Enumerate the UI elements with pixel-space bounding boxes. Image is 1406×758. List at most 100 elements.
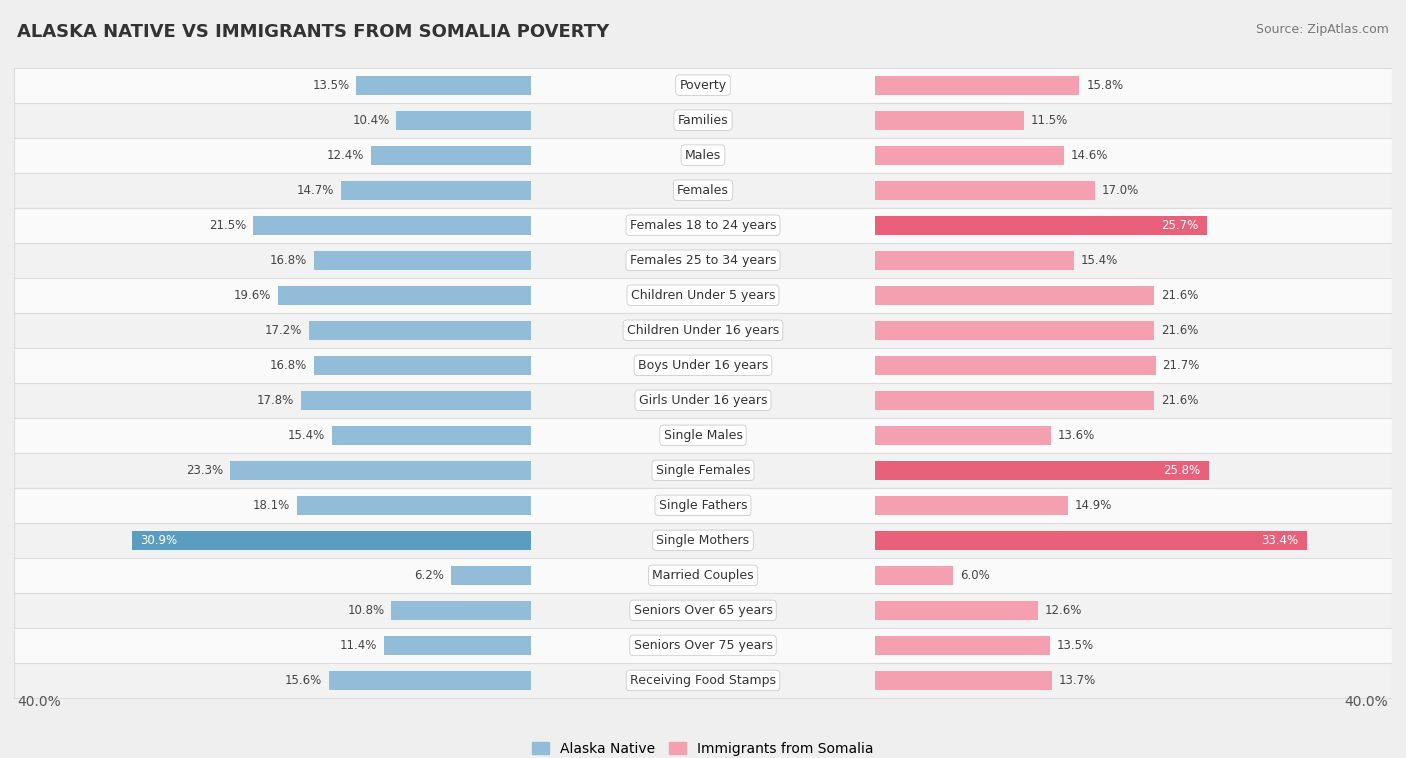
Text: 11.5%: 11.5%	[1031, 114, 1069, 127]
Text: Children Under 5 years: Children Under 5 years	[631, 289, 775, 302]
Text: 17.0%: 17.0%	[1102, 183, 1139, 196]
Text: 14.6%: 14.6%	[1071, 149, 1108, 161]
Text: 21.5%: 21.5%	[209, 219, 246, 232]
Text: ALASKA NATIVE VS IMMIGRANTS FROM SOMALIA POVERTY: ALASKA NATIVE VS IMMIGRANTS FROM SOMALIA…	[17, 23, 609, 41]
Text: Single Mothers: Single Mothers	[657, 534, 749, 547]
Bar	[875, 461, 1209, 480]
Text: 33.4%: 33.4%	[1261, 534, 1298, 547]
Bar	[253, 215, 531, 235]
Bar	[875, 215, 1208, 235]
Text: 13.5%: 13.5%	[1056, 639, 1094, 652]
Text: Males: Males	[685, 149, 721, 161]
Text: Married Couples: Married Couples	[652, 569, 754, 582]
Bar	[875, 565, 953, 585]
Text: 18.1%: 18.1%	[253, 499, 290, 512]
Text: 13.5%: 13.5%	[312, 79, 350, 92]
FancyBboxPatch shape	[14, 348, 1392, 383]
Bar	[340, 180, 531, 200]
Bar	[875, 321, 1154, 340]
Text: 11.4%: 11.4%	[339, 639, 377, 652]
Text: Females 18 to 24 years: Females 18 to 24 years	[630, 219, 776, 232]
Text: Children Under 16 years: Children Under 16 years	[627, 324, 779, 337]
Bar	[875, 496, 1067, 515]
Text: 15.4%: 15.4%	[1081, 254, 1118, 267]
FancyBboxPatch shape	[14, 102, 1392, 138]
Text: 17.2%: 17.2%	[264, 324, 302, 337]
Text: 13.6%: 13.6%	[1057, 429, 1095, 442]
Text: Source: ZipAtlas.com: Source: ZipAtlas.com	[1256, 23, 1389, 36]
Text: 6.0%: 6.0%	[960, 569, 990, 582]
Bar	[875, 426, 1050, 445]
Bar	[875, 180, 1095, 200]
FancyBboxPatch shape	[14, 243, 1392, 277]
FancyBboxPatch shape	[14, 313, 1392, 348]
Bar	[875, 531, 1306, 550]
Bar	[308, 321, 531, 340]
Text: 15.4%: 15.4%	[288, 429, 325, 442]
Bar	[314, 356, 531, 375]
FancyBboxPatch shape	[14, 383, 1392, 418]
Bar	[371, 146, 531, 164]
Bar	[451, 565, 531, 585]
Bar	[875, 671, 1052, 690]
Text: 30.9%: 30.9%	[141, 534, 177, 547]
Text: 14.9%: 14.9%	[1074, 499, 1112, 512]
Bar	[332, 426, 531, 445]
Text: 17.8%: 17.8%	[257, 394, 294, 407]
Bar	[132, 531, 531, 550]
FancyBboxPatch shape	[14, 558, 1392, 593]
Text: Single Males: Single Males	[664, 429, 742, 442]
Bar	[301, 390, 531, 410]
FancyBboxPatch shape	[14, 663, 1392, 698]
Text: 23.3%: 23.3%	[186, 464, 224, 477]
Bar	[875, 390, 1154, 410]
Text: Receiving Food Stamps: Receiving Food Stamps	[630, 674, 776, 687]
Bar	[277, 286, 531, 305]
FancyBboxPatch shape	[14, 488, 1392, 523]
Bar	[875, 601, 1038, 620]
Text: Females 25 to 34 years: Females 25 to 34 years	[630, 254, 776, 267]
Text: 21.7%: 21.7%	[1163, 359, 1199, 371]
Text: 15.8%: 15.8%	[1087, 79, 1123, 92]
Text: 10.4%: 10.4%	[353, 114, 389, 127]
Bar	[356, 76, 531, 95]
FancyBboxPatch shape	[14, 138, 1392, 173]
Text: 13.7%: 13.7%	[1059, 674, 1097, 687]
Text: Females: Females	[678, 183, 728, 196]
FancyBboxPatch shape	[14, 628, 1392, 663]
FancyBboxPatch shape	[14, 173, 1392, 208]
Text: 40.0%: 40.0%	[17, 695, 62, 709]
Text: Seniors Over 75 years: Seniors Over 75 years	[634, 639, 772, 652]
Legend: Alaska Native, Immigrants from Somalia: Alaska Native, Immigrants from Somalia	[533, 742, 873, 756]
FancyBboxPatch shape	[14, 277, 1392, 313]
Text: 15.6%: 15.6%	[285, 674, 322, 687]
Text: 16.8%: 16.8%	[270, 359, 307, 371]
FancyBboxPatch shape	[14, 418, 1392, 453]
Bar	[396, 111, 531, 130]
Text: 21.6%: 21.6%	[1161, 289, 1198, 302]
Bar	[875, 76, 1080, 95]
Bar	[875, 356, 1156, 375]
Text: 21.6%: 21.6%	[1161, 394, 1198, 407]
FancyBboxPatch shape	[14, 453, 1392, 488]
Text: Seniors Over 65 years: Seniors Over 65 years	[634, 604, 772, 617]
Text: Girls Under 16 years: Girls Under 16 years	[638, 394, 768, 407]
Text: Families: Families	[678, 114, 728, 127]
Text: 25.8%: 25.8%	[1163, 464, 1199, 477]
Bar	[875, 286, 1154, 305]
Text: 12.6%: 12.6%	[1045, 604, 1083, 617]
Text: 14.7%: 14.7%	[297, 183, 335, 196]
Bar	[314, 251, 531, 270]
FancyBboxPatch shape	[14, 523, 1392, 558]
Bar	[875, 636, 1050, 655]
Text: Single Fathers: Single Fathers	[659, 499, 747, 512]
Bar	[391, 601, 531, 620]
Bar	[229, 461, 531, 480]
Text: 21.6%: 21.6%	[1161, 324, 1198, 337]
Text: 25.7%: 25.7%	[1161, 219, 1198, 232]
Text: Single Females: Single Females	[655, 464, 751, 477]
Text: 19.6%: 19.6%	[233, 289, 271, 302]
Text: Poverty: Poverty	[679, 79, 727, 92]
FancyBboxPatch shape	[14, 208, 1392, 243]
Text: 16.8%: 16.8%	[270, 254, 307, 267]
